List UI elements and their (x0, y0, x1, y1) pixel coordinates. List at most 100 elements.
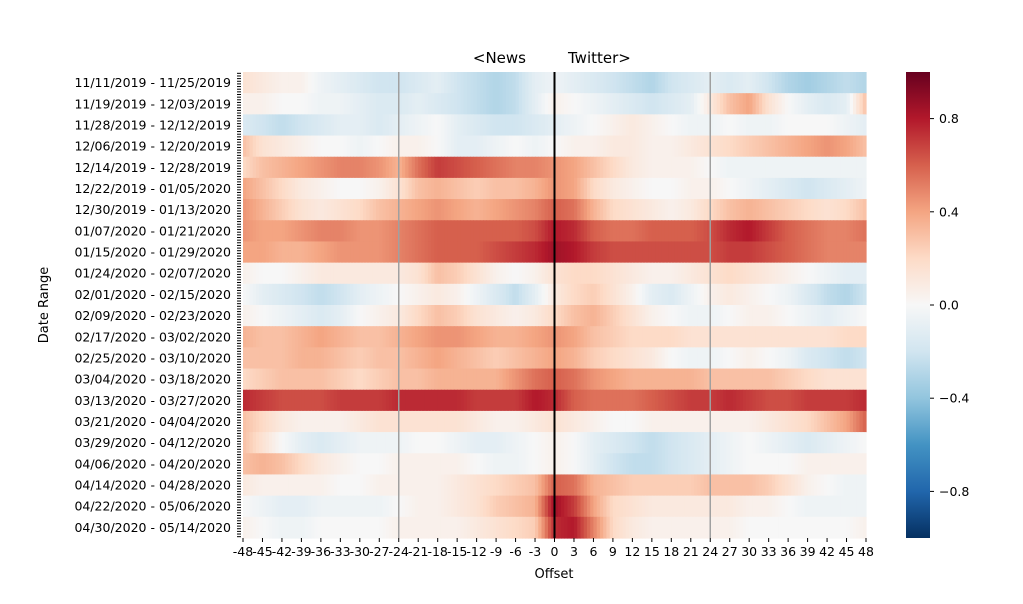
heatmap-cell (366, 135, 371, 158)
heatmap-cell (846, 220, 851, 243)
heatmap-cell (629, 114, 633, 137)
heatmap-cell (840, 368, 844, 391)
heatmap-cell (259, 262, 264, 285)
heatmap-cell (629, 199, 633, 221)
heatmap-cell (431, 177, 436, 200)
heatmap-cell (421, 241, 426, 264)
heatmap-cell (609, 389, 614, 412)
heatmap-cell (499, 220, 504, 243)
heatmap-cell (642, 135, 646, 158)
heatmap-cell (739, 262, 744, 285)
heatmap-cell (703, 135, 708, 158)
heatmap-cell (447, 347, 452, 370)
heatmap-cell (619, 93, 624, 115)
heatmap-cell (564, 72, 569, 94)
heatmap-cell (535, 177, 539, 200)
heatmap-cell (710, 72, 715, 94)
x-tick-label: -36 (311, 544, 331, 559)
heatmap-cell (742, 326, 747, 348)
heatmap-cell (564, 516, 569, 539)
heatmap-cell (862, 474, 867, 497)
heatmap-cell (661, 516, 666, 539)
heatmap-cell (414, 156, 419, 179)
heatmap-cell (411, 347, 416, 370)
heatmap-cell (830, 114, 835, 137)
y-tick-label: 03/13/2020 - 03/27/2020 (74, 393, 231, 408)
heatmap-cell (285, 410, 290, 433)
heatmap-cell (781, 432, 786, 454)
x-tick-label: -39 (291, 544, 311, 559)
heatmap-cell (298, 410, 302, 433)
heatmap-cell (544, 283, 549, 306)
heatmap-cell (577, 368, 582, 391)
heatmap-cell (392, 305, 397, 327)
heatmap-cell (612, 72, 617, 94)
heatmap-cell (590, 262, 595, 285)
heatmap-cell (723, 283, 728, 306)
heatmap-cell (570, 262, 575, 285)
heatmap-cell (518, 368, 523, 391)
heatmap-cell (376, 220, 380, 243)
heatmap-cell (418, 156, 423, 179)
heatmap-cell (661, 305, 666, 327)
heatmap-cell (395, 199, 400, 221)
heatmap-cell (671, 326, 676, 348)
heatmap-cell (408, 453, 413, 476)
heatmap-cell (320, 326, 325, 348)
heatmap-cell (765, 410, 770, 433)
heatmap-cell (677, 305, 682, 327)
heatmap-cell (255, 156, 260, 179)
heatmap-cell (275, 389, 280, 412)
heatmap-cell (389, 93, 393, 115)
heatmap-cell (291, 474, 296, 497)
heatmap-cell (814, 410, 818, 433)
heatmap-cell (385, 432, 390, 454)
heatmap-cell (262, 262, 267, 285)
heatmap-cell (742, 156, 747, 179)
heatmap-cell (642, 326, 646, 348)
heatmap-cell (853, 114, 857, 137)
heatmap-cell (333, 516, 338, 539)
heatmap-cell (453, 474, 458, 497)
heatmap-cell (320, 93, 325, 115)
heatmap-cell (356, 283, 361, 306)
reference-lines (398, 72, 711, 538)
heatmap-cell (463, 283, 468, 306)
heatmap-cell (849, 326, 854, 348)
heatmap-cell (797, 410, 802, 433)
heatmap-cell (327, 347, 332, 370)
heatmap-cell (599, 326, 604, 348)
heatmap-cell (421, 114, 426, 137)
heatmap-cell (307, 93, 312, 115)
heatmap-cell (434, 368, 439, 391)
heatmap-cell (447, 305, 452, 327)
heatmap-cell (807, 262, 812, 285)
heatmap-cell (246, 495, 251, 518)
heatmap-cell (405, 495, 410, 518)
heatmap-cell (246, 93, 251, 115)
heatmap-cell (580, 410, 585, 433)
heatmap-cell (846, 114, 851, 137)
heatmap-cell (752, 93, 757, 115)
heatmap-cell (363, 389, 367, 412)
heatmap-cell (518, 93, 523, 115)
heatmap-cell (466, 453, 471, 476)
heatmap-cell (762, 432, 767, 454)
heatmap-cell (655, 72, 659, 94)
y-tick-label: 02/01/2020 - 02/15/2020 (74, 287, 231, 302)
heatmap-cell (470, 177, 474, 200)
heatmap-cell (745, 453, 750, 476)
heatmap-cell (492, 177, 497, 200)
heatmap-cell (651, 326, 656, 348)
heatmap-cell (551, 305, 556, 327)
heatmap-cell (713, 283, 718, 306)
heatmap-cell (453, 453, 458, 476)
heatmap-cell (625, 389, 630, 412)
heatmap-cell (243, 368, 247, 391)
heatmap-cell (648, 453, 653, 476)
heatmap-cell (752, 516, 757, 539)
heatmap-cell (411, 495, 416, 518)
heatmap-cell (255, 199, 260, 221)
heatmap-cell (281, 72, 286, 94)
heatmap-cell (590, 305, 595, 327)
